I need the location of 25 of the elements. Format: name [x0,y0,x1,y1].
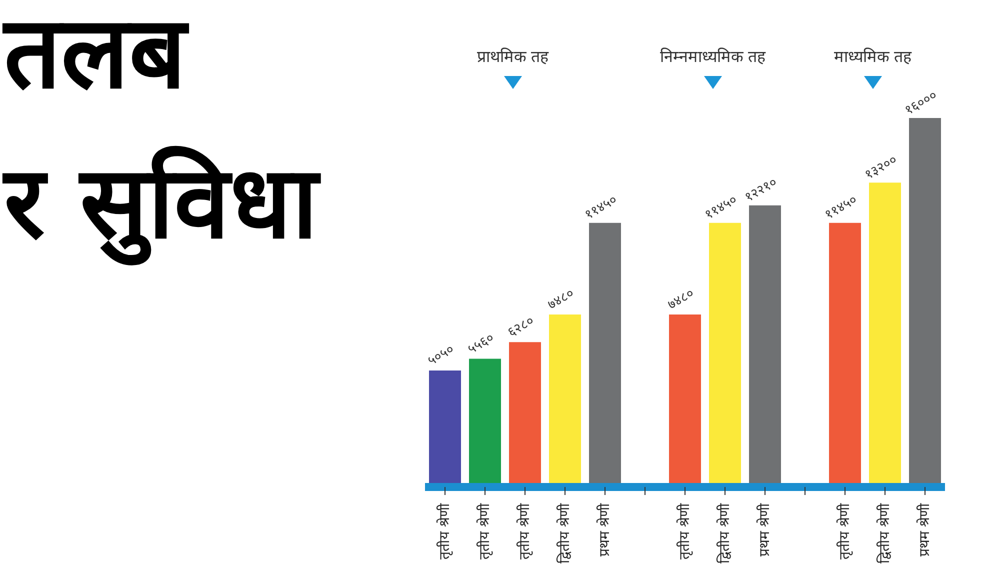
x-tick-label: प्रथम श्रेणी [596,503,613,556]
data-label: ७४८० [545,286,578,313]
data-label: ११४५० [822,192,860,224]
x-tick-label: तृतीय श्रेणी [476,503,493,560]
x-tick-label: द्वितीय श्रेणी [716,503,733,564]
text: माध्यमिक तह [834,47,912,66]
data-label: १३२०० [862,152,900,183]
x-tick-label: तृतीय श्रेणी [516,503,533,560]
data-label: ६२८० [505,314,538,341]
x-tick-label: तृतीय श्रेणी [436,503,453,560]
x-tick-label: प्रथम श्रेणी [756,503,773,556]
data-label: ११४५० [702,192,740,224]
x-tick-label: तृतीय श्रेणी [836,503,853,560]
x-tick-label: तृतीय श्रेणी [676,503,693,560]
x-tick-label: प्रथम श्रेणी [916,503,933,556]
data-label: १६००० [902,88,940,118]
data-label: १२२१० [742,175,780,206]
text: निम्नमाध्यमिक तह [660,47,766,66]
text: प्राथमिक तह [476,47,550,66]
data-label: ११४५० [582,192,620,224]
data-label: ७४८० [665,286,698,313]
data-label: ५०५० [425,342,458,369]
data-label: ५५६० [465,330,498,358]
x-tick-label: द्वितीय श्रेणी [556,503,573,564]
x-tick-label: द्वितीय श्रेणी [876,503,893,564]
